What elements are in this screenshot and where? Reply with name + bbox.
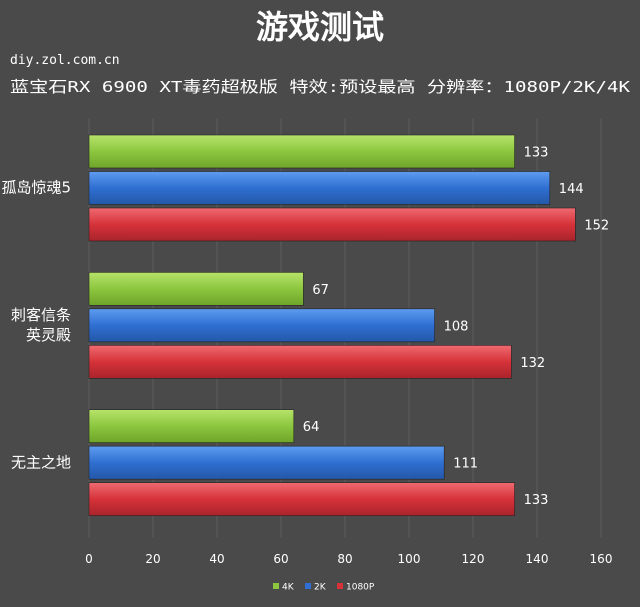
bar-4k [88,409,295,443]
category-label: 孤岛惊魂5 [1,179,71,197]
data-label: 108 [444,319,469,334]
legend-label: 2K [314,583,327,593]
data-label: 67 [312,283,329,298]
data-label: 133 [524,493,549,508]
x-axis-tick-labels: 0 20 40 60 80 100 120 140 160 [85,552,612,566]
category-label: 英灵殿 [26,326,71,344]
x-tick-label: 100 [398,552,421,566]
data-label: 64 [303,420,320,435]
chart-title: 游戏测试 [256,8,384,46]
data-label: 152 [584,219,609,234]
chart-subtitle: 蓝宝石RX 6900 XT毒药超极版 特效:预设最高 分辨率：1080P/2K/… [10,78,631,96]
x-tick-label: 80 [337,552,352,566]
data-label: 132 [520,356,545,371]
legend: 4K 2K 1080P [273,583,375,593]
legend-label: 4K [282,583,295,593]
legend-swatch [305,583,311,589]
bar-2k [88,308,435,343]
bar-1080p [88,482,515,516]
x-tick-label: 0 [85,552,93,566]
bar-4k [88,134,515,169]
bar-1080p [88,207,576,242]
bar-2k [88,171,551,205]
x-tick-label: 140 [526,552,549,566]
bar-1080p [88,345,512,379]
x-tick-label: 20 [145,552,160,566]
legend-label: 1080P [346,583,375,593]
legend-swatch [337,583,343,589]
category-label: 无主之地 [11,453,71,471]
x-tick-label: 160 [590,552,613,566]
legend-swatch [273,583,279,589]
data-label: 133 [524,146,549,161]
data-label: 144 [559,182,584,197]
bar-2k [88,445,445,480]
x-tick-label: 120 [462,552,485,566]
bars: 133 144 152 67 108 132 64 111 133 [88,134,609,516]
x-tick-label: 40 [209,552,224,566]
bar-4k [88,272,304,306]
x-tick-label: 60 [273,552,288,566]
data-label: 111 [453,457,478,472]
category-label: 刺客信条 [11,306,71,324]
watermark: diy.zol.com.cn [10,53,120,68]
